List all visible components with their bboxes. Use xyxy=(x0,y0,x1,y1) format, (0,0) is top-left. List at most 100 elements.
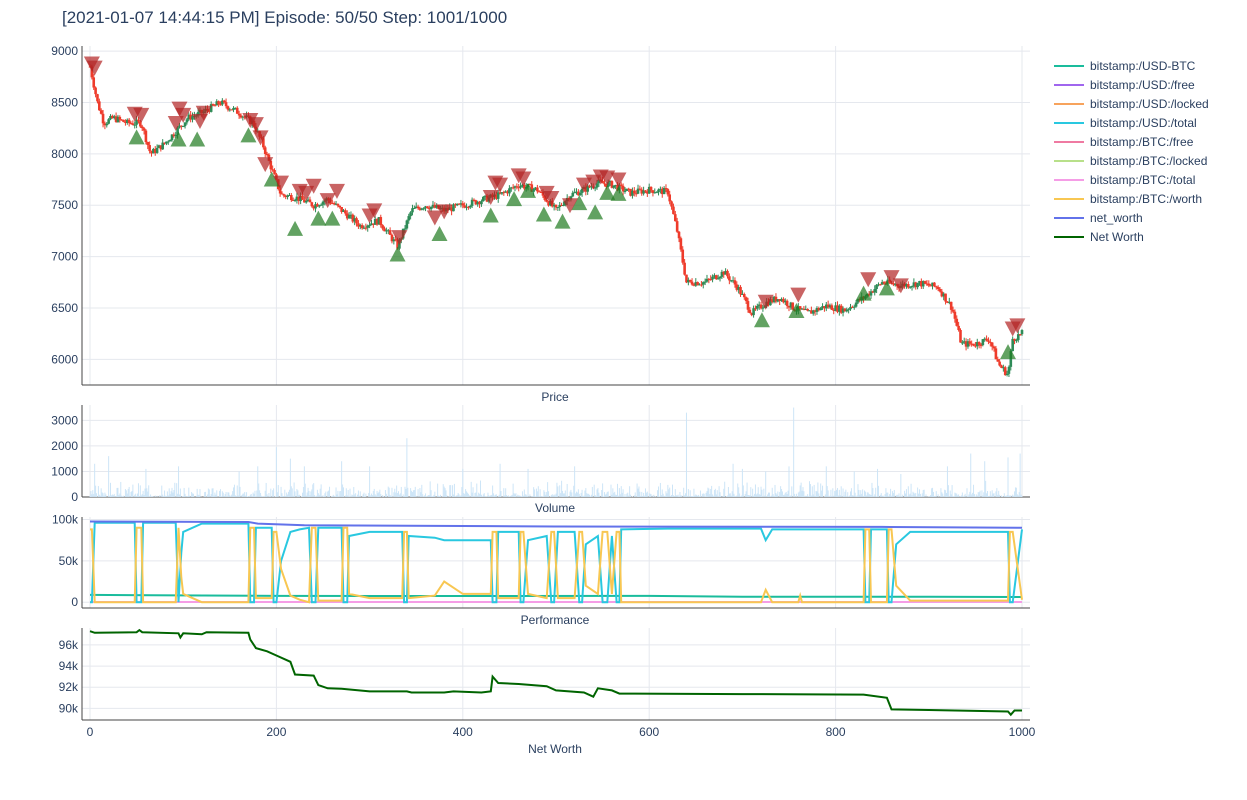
candle-body xyxy=(411,208,414,213)
candle-body xyxy=(472,199,476,201)
candle-body xyxy=(344,210,347,214)
candle-body xyxy=(989,341,992,343)
candle-body xyxy=(98,101,101,111)
candle-body xyxy=(752,308,755,316)
candle-body xyxy=(942,293,946,297)
legend-item[interactable]: net_worth xyxy=(1054,208,1209,227)
candle-body xyxy=(528,184,532,186)
candle-body xyxy=(334,203,338,205)
candle-body xyxy=(826,304,830,308)
legend-item[interactable]: bitstamp:/USD-BTC xyxy=(1054,56,1209,75)
candle-body xyxy=(124,122,127,124)
candle-body xyxy=(170,134,174,141)
candle-body xyxy=(670,201,673,207)
candle-body xyxy=(178,125,181,128)
candle-body xyxy=(459,203,463,205)
candle-body xyxy=(336,203,340,206)
candle-body xyxy=(908,286,912,288)
candle-body xyxy=(836,305,839,312)
candle-body xyxy=(849,306,852,310)
candle-body xyxy=(500,192,504,194)
legend-item[interactable]: bitstamp:/USD:/free xyxy=(1054,75,1209,94)
candle-body xyxy=(575,191,578,193)
legend-item[interactable]: bitstamp:/BTC:/worth xyxy=(1054,189,1209,208)
candle-body xyxy=(523,184,526,189)
candle-body xyxy=(534,187,537,190)
legend-item[interactable]: bitstamp:/BTC:/total xyxy=(1054,170,1209,189)
legend-swatch xyxy=(1054,140,1084,143)
candle-body xyxy=(953,311,957,319)
candle-body xyxy=(782,298,785,303)
candle-body xyxy=(931,282,934,287)
candle-body xyxy=(291,200,295,202)
candle-body xyxy=(590,186,593,188)
candle-body xyxy=(357,223,360,227)
candle-body xyxy=(364,227,368,229)
candle-body xyxy=(683,262,686,275)
candle-body xyxy=(696,282,699,286)
y-tick-label: 6000 xyxy=(51,352,78,366)
candle-body xyxy=(211,104,215,106)
sell-marker xyxy=(175,107,192,123)
candle-body xyxy=(886,279,890,284)
chart-title: [2021-01-07 14:44:15 PM] Episode: 50/50 … xyxy=(62,8,508,27)
candle-body xyxy=(502,192,506,194)
candle-body xyxy=(180,125,183,127)
candle-body xyxy=(396,240,399,249)
candle-body xyxy=(741,293,744,295)
candle-body xyxy=(726,270,729,277)
candle-body xyxy=(480,201,483,205)
candle-body xyxy=(595,183,599,188)
legend-swatch xyxy=(1054,83,1084,86)
sell-marker xyxy=(1009,318,1026,334)
candle-body xyxy=(142,128,146,131)
candle-body xyxy=(761,307,765,309)
candle-body xyxy=(519,185,522,188)
candle-body xyxy=(996,359,1000,362)
candle-body xyxy=(949,301,953,310)
legend-item[interactable]: bitstamp:/BTC:/locked xyxy=(1054,151,1209,170)
candle-body xyxy=(802,308,806,310)
legend-label: bitstamp:/BTC:/locked xyxy=(1090,153,1208,168)
candle-body xyxy=(127,119,131,124)
legend-item[interactable]: bitstamp:/USD:/locked xyxy=(1054,94,1209,113)
candle-body xyxy=(474,200,478,205)
legend-item[interactable]: bitstamp:/BTC:/free xyxy=(1054,132,1209,151)
legend-item[interactable]: Net Worth xyxy=(1054,227,1209,246)
candle-body xyxy=(140,126,144,129)
y-tick-label: 50k xyxy=(59,554,79,568)
candle-body xyxy=(713,275,716,277)
candle-body xyxy=(135,119,138,125)
sell-marker xyxy=(515,171,532,187)
candle-body xyxy=(966,341,970,347)
buy-marker xyxy=(310,210,327,226)
candle-body xyxy=(832,309,836,311)
candle-body xyxy=(316,204,319,207)
candle-body xyxy=(623,190,627,192)
candle-body xyxy=(606,182,610,187)
candle-body xyxy=(342,210,345,212)
candle-body xyxy=(957,325,960,330)
candle-body xyxy=(603,183,606,185)
candle-body xyxy=(974,345,977,347)
candle-body xyxy=(221,100,224,105)
candle-body xyxy=(819,308,822,311)
candle-body xyxy=(642,190,645,194)
sell-marker xyxy=(492,177,509,193)
candle-body xyxy=(422,208,425,210)
candle-body xyxy=(299,195,302,202)
candle-body xyxy=(692,284,696,286)
candle-body xyxy=(189,114,192,120)
candle-body xyxy=(959,329,962,343)
candle-body xyxy=(806,309,809,311)
legend-item[interactable]: bitstamp:/USD:/total xyxy=(1054,113,1209,132)
candle-body xyxy=(308,199,312,203)
candle-body xyxy=(390,234,394,242)
candle-body xyxy=(934,286,938,288)
candle-body xyxy=(944,293,947,302)
candle-body xyxy=(962,341,966,343)
candle-body xyxy=(509,187,513,189)
candle-body xyxy=(577,191,580,196)
candle-body xyxy=(707,278,711,280)
candle-body xyxy=(893,284,897,286)
